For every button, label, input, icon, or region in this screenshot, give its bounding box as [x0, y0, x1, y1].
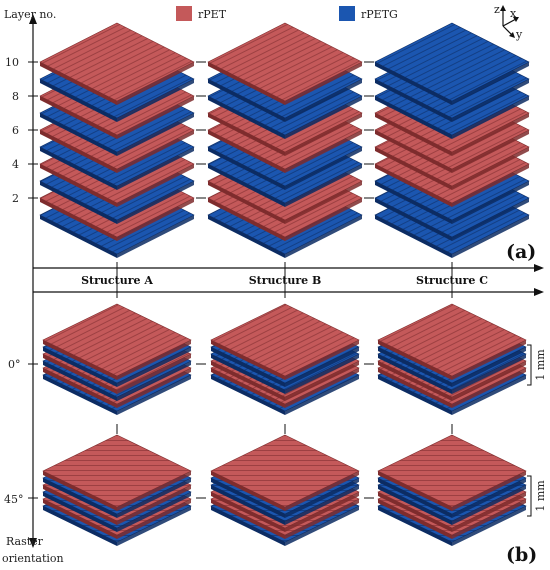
dimension-label-45: 1 mm	[534, 480, 547, 512]
dimension-bracket-45: 1 mm	[527, 475, 547, 517]
legend-label-rpetg: rPETG	[361, 8, 398, 21]
stack-b-45-structure-b	[210, 434, 360, 546]
plate-b-45-a-layer-6	[42, 434, 192, 511]
separator-bottom-arrow-icon	[534, 288, 544, 296]
plate-b-45-b-layer-6	[210, 434, 360, 511]
column-connectors	[28, 61, 453, 499]
stack-a-structure-b	[207, 22, 363, 258]
raster-tick-45: 45°	[4, 493, 24, 506]
legend-label-rpet: rPET	[198, 8, 227, 21]
plate-b-0-b-layer-6	[210, 303, 360, 380]
layer-tick-6: 6	[12, 124, 19, 137]
dimension-label-0: 1 mm	[534, 349, 547, 381]
stack-b-45-structure-a	[42, 434, 192, 546]
stack-b-0-structure-b	[210, 303, 360, 415]
plate-a-b-layer-10	[207, 22, 363, 105]
layer-axis-title: Layer no.	[4, 8, 56, 21]
plate-a-a-layer-10	[39, 22, 195, 105]
raster-axis-title-line2: orientation	[2, 552, 64, 565]
triad-label-y: y	[515, 28, 523, 41]
stack-a-structure-a	[39, 22, 195, 258]
vertical-axis-arrow-down-icon	[29, 538, 37, 548]
axis-triad-icon: z x y	[494, 3, 523, 41]
stack-b-45-structure-c	[377, 434, 527, 546]
raster-axis-title-line1: Raster	[6, 535, 44, 548]
layer-tick-2: 2	[12, 192, 19, 205]
stack-a-structure-c	[374, 22, 530, 258]
legend-swatch-rpet	[176, 6, 192, 21]
plate-b-45-c-layer-6	[377, 434, 527, 511]
plate-b-0-a-layer-6	[42, 303, 192, 380]
dimension-bracket-0: 1 mm	[527, 344, 547, 386]
legend-swatch-rpetg	[339, 6, 355, 21]
raster-tick-0: 0°	[8, 358, 21, 371]
triad-label-z: z	[494, 3, 500, 16]
layer-stacks	[39, 22, 530, 546]
stack-b-0-structure-a	[42, 303, 192, 415]
vertical-axis-arrow-up-icon	[29, 14, 37, 24]
plate-b-0-c-layer-6	[377, 303, 527, 380]
layer-tick-10: 10	[5, 56, 19, 69]
stack-b-0-structure-c	[377, 303, 527, 415]
panel-label-b: (b)	[506, 544, 537, 566]
plate-a-c-layer-10	[374, 22, 530, 105]
layer-tick-4: 4	[12, 158, 19, 171]
triad-label-x: x	[510, 7, 517, 20]
panel-label-a: (a)	[506, 241, 536, 263]
layer-tick-8: 8	[12, 90, 19, 103]
separator-top-arrow-icon	[534, 264, 544, 272]
